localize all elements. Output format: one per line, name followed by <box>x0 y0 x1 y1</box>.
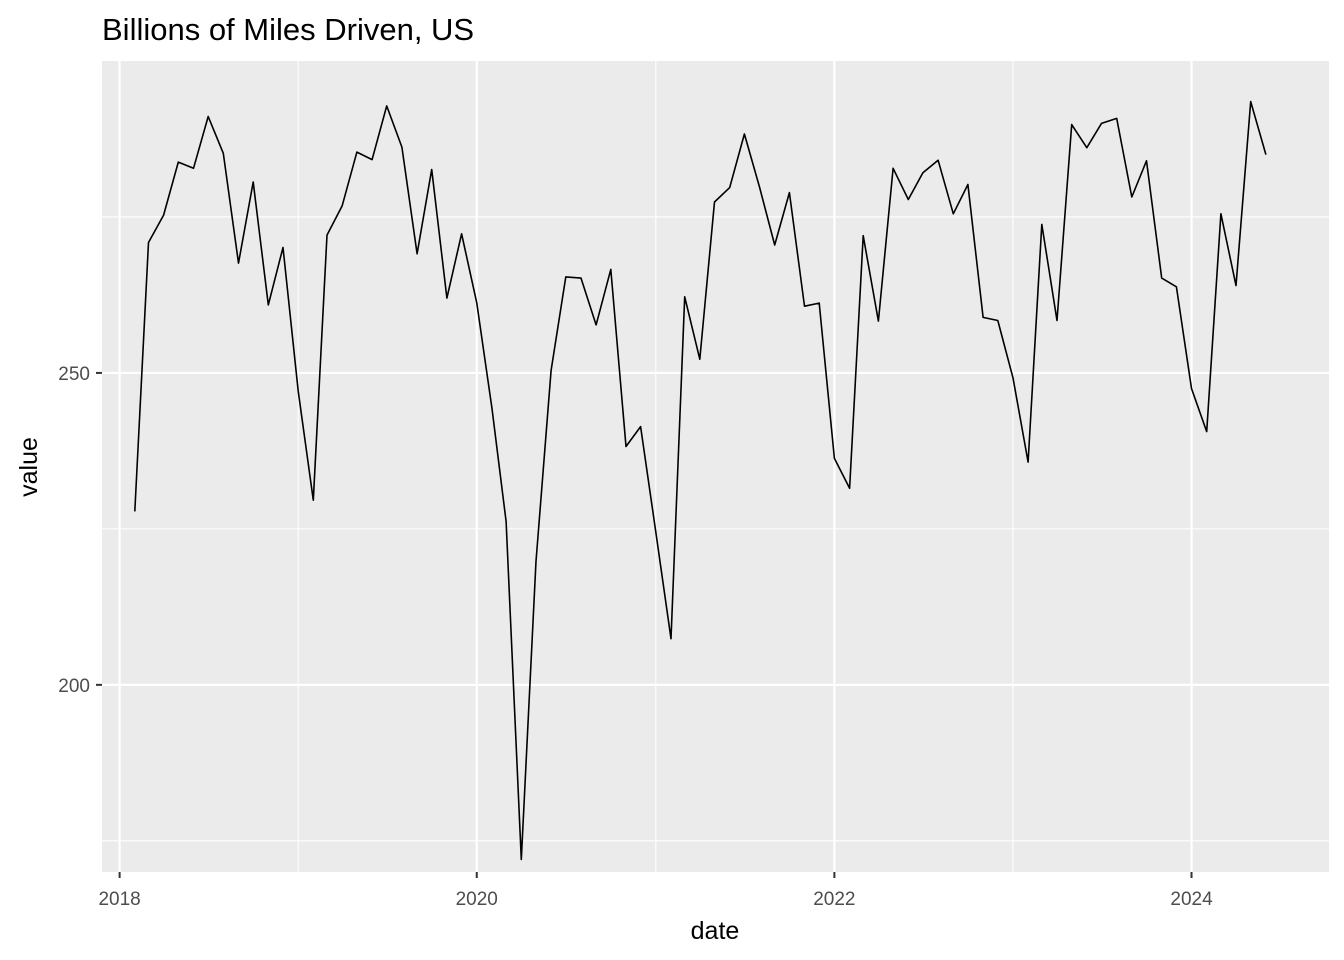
x-tick-label: 2020 <box>456 889 498 910</box>
major-gridlines <box>102 61 1329 872</box>
series-group <box>134 100 1267 861</box>
x-tick-label: 2024 <box>1170 889 1213 910</box>
x-tick-label: 2022 <box>813 889 855 910</box>
x-tick-label: 2018 <box>98 889 140 910</box>
y-tick-label: 250 <box>58 364 90 385</box>
y-tick-label: 200 <box>58 676 90 697</box>
y-axis-title: value <box>15 437 43 497</box>
series-line <box>134 100 1267 861</box>
tick-labels: 2018 2020 2022 2024 200 250 <box>58 364 1213 910</box>
axis-ticks <box>96 371 1193 878</box>
minor-gridlines <box>102 61 1329 872</box>
chart-title: Billions of Miles Driven, US <box>102 12 474 47</box>
plot-panel <box>102 61 1329 872</box>
x-axis-title: date <box>691 917 740 945</box>
